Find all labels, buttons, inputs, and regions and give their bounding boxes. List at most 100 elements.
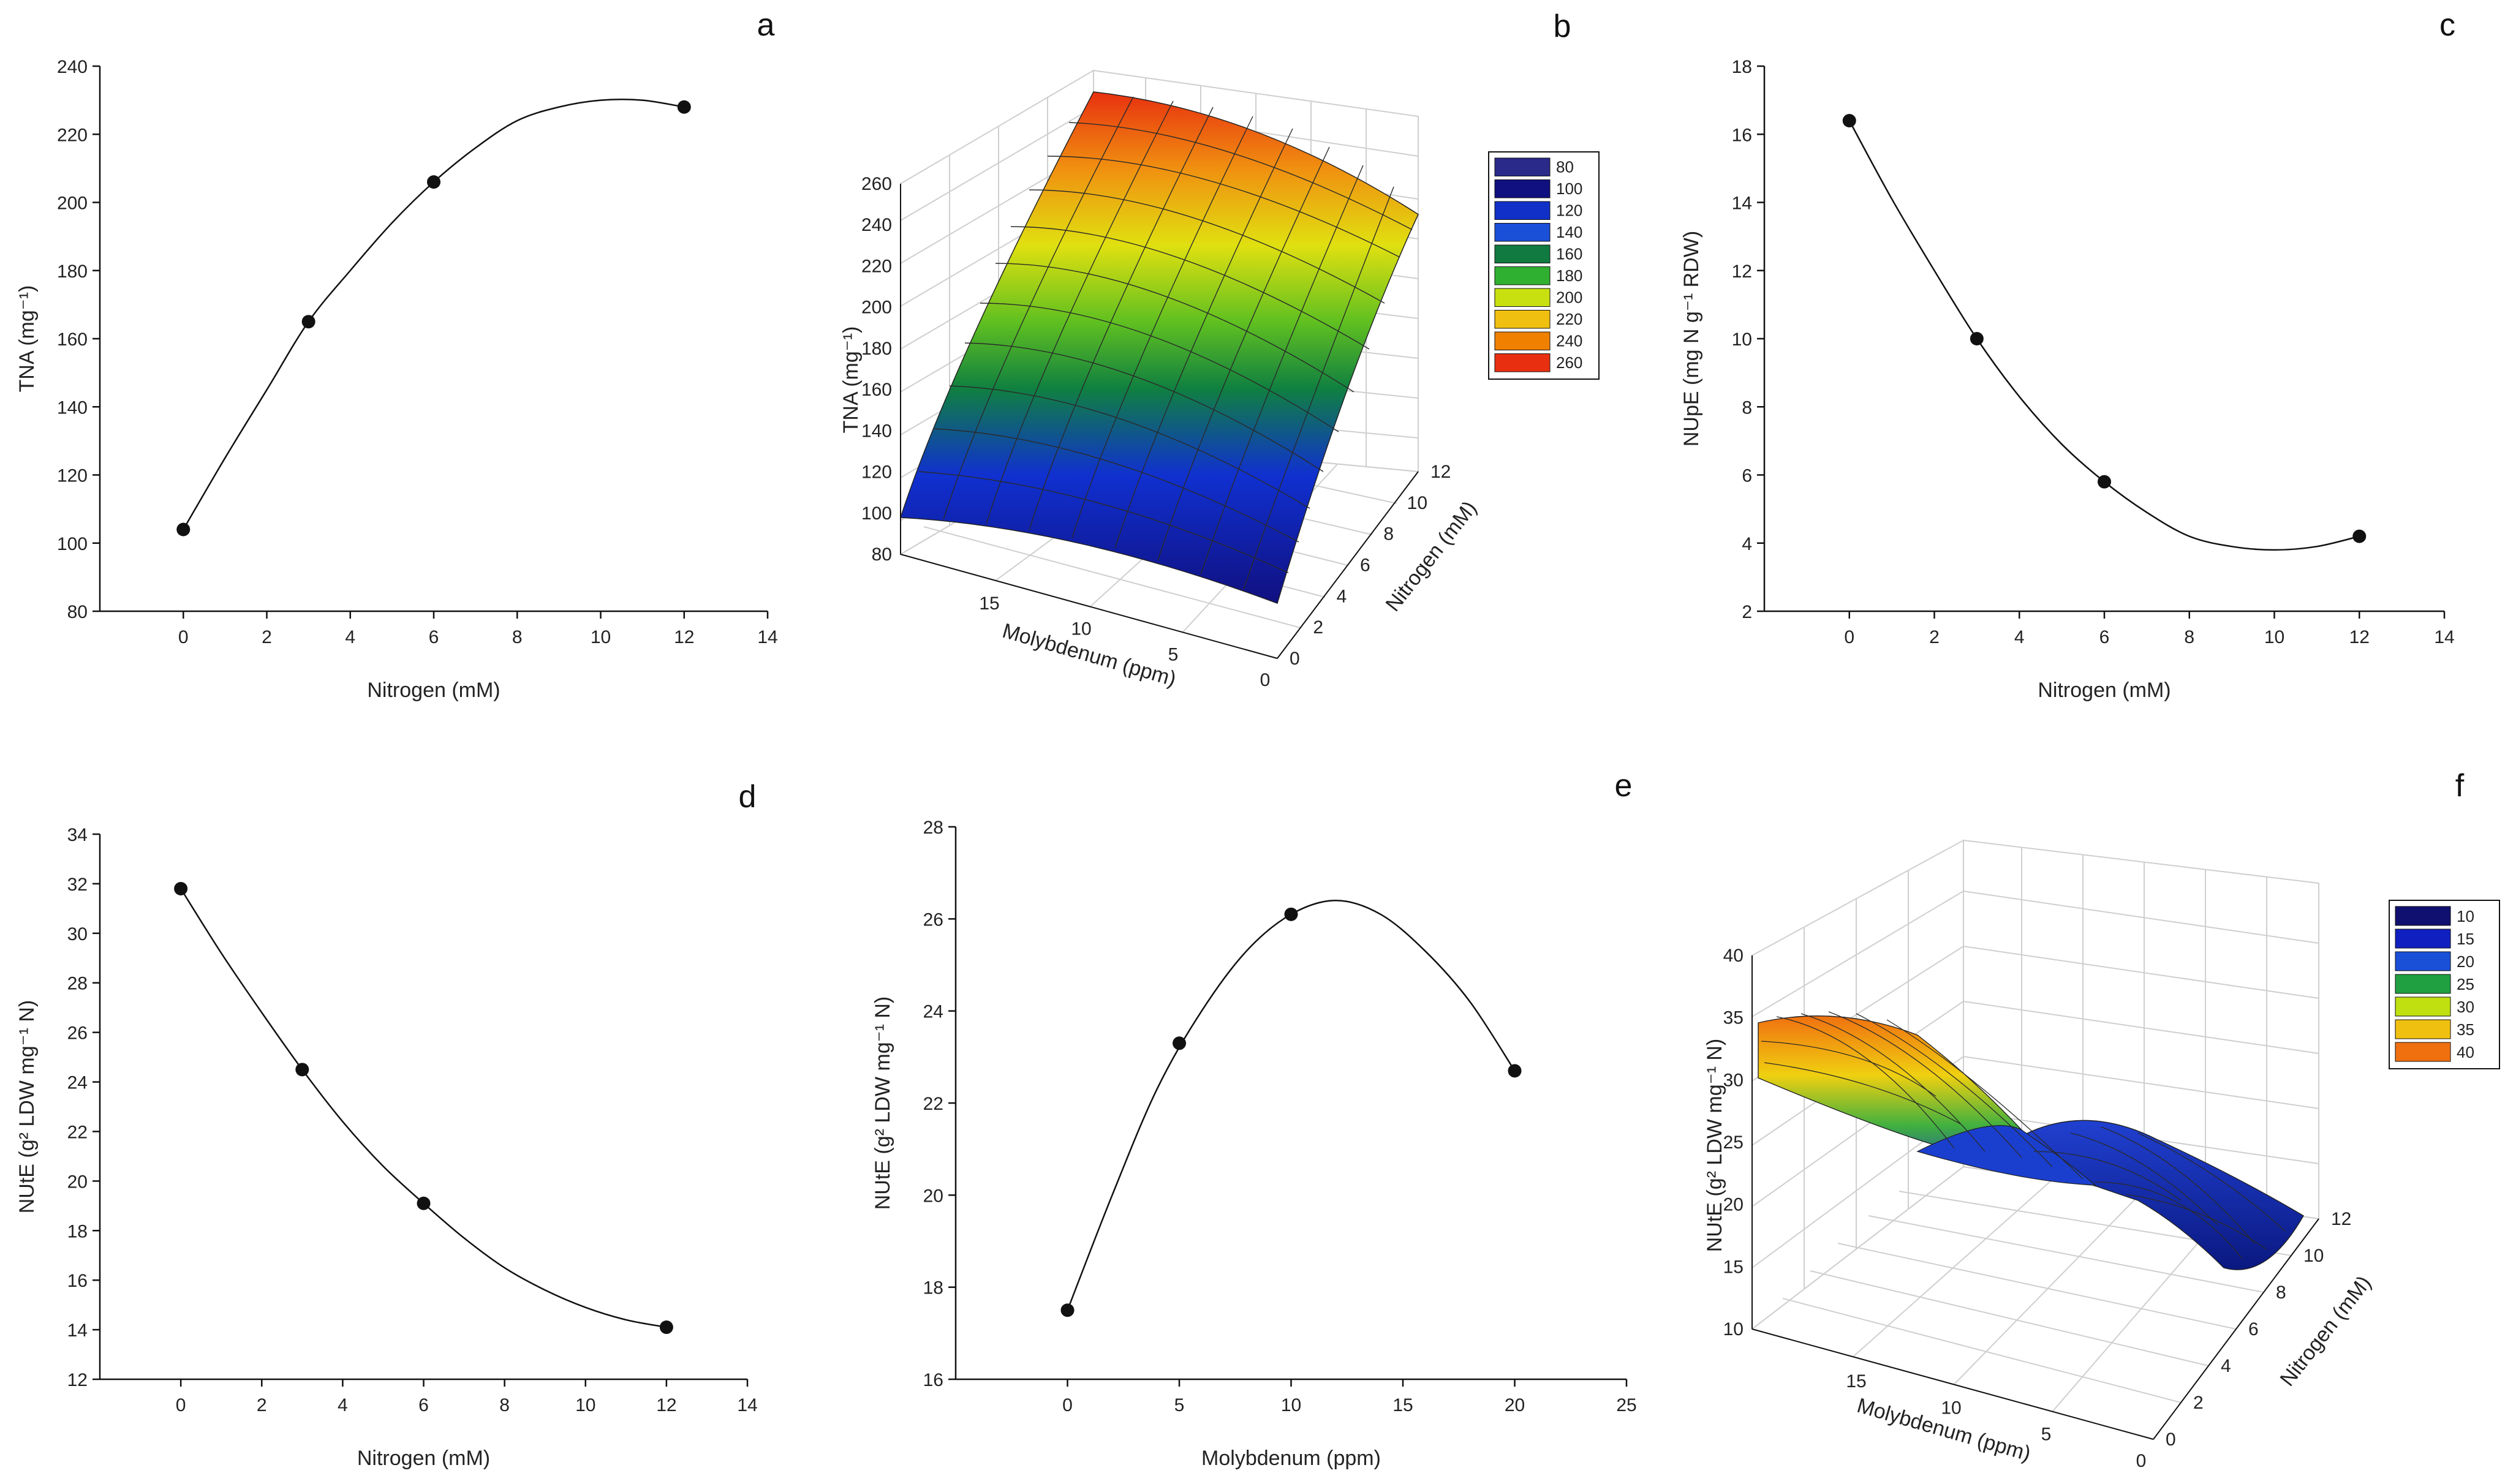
- data-point: [1284, 907, 1298, 921]
- x-axis-label: Nitrogen (mM): [367, 679, 500, 702]
- y-tick-label: 160: [57, 330, 88, 350]
- y-tick-label: 10: [1732, 330, 1752, 350]
- y-tick-label: 16: [67, 1271, 88, 1291]
- x-tick-label: 2: [257, 1395, 267, 1415]
- y-tick-label: 14: [1732, 194, 1752, 214]
- legend-label: 15: [2457, 930, 2474, 948]
- surface-back: [1996, 1120, 2304, 1270]
- panel-letter: e: [1615, 768, 1633, 804]
- y-tick-label: 8: [2276, 1282, 2286, 1303]
- x-tick-label: 4: [2014, 627, 2025, 647]
- surface-mid: [1916, 1125, 2096, 1186]
- legend-swatch: [2395, 951, 2451, 971]
- legend-swatch: [1494, 157, 1551, 176]
- data-point: [2098, 475, 2111, 489]
- y-tick-label: 2: [1742, 602, 1752, 622]
- y-tick-label: 32: [67, 875, 88, 895]
- data-point: [417, 1196, 431, 1210]
- panel-letter: b: [1554, 9, 1571, 44]
- x-tick-label: 14: [2434, 627, 2454, 647]
- x-tick-label: 6: [418, 1395, 429, 1415]
- legend-swatch: [1494, 353, 1551, 372]
- legend-label: 80: [1556, 158, 1574, 176]
- x-tick-label: 12: [674, 627, 694, 647]
- x-tick-label: 12: [656, 1395, 676, 1415]
- y-tick-label: 26: [923, 910, 943, 930]
- legend-swatch: [2395, 1042, 2451, 1062]
- z-tick-label: 260: [861, 174, 892, 194]
- legend-label: 40: [2457, 1043, 2474, 1061]
- z-tick-label: 220: [861, 256, 892, 276]
- x-axis-label: Nitrogen (mM): [2038, 679, 2171, 702]
- x-axis-label: Nitrogen (mM): [357, 1447, 490, 1470]
- y-tick-label: 180: [57, 262, 88, 282]
- data-point: [677, 100, 691, 114]
- x-tick-label: 4: [338, 1395, 348, 1415]
- legend-swatch: [1494, 201, 1551, 220]
- x-tick-label: 5: [1174, 1395, 1185, 1415]
- y-axis-label: NUtE (g² LDW mg⁻¹ N): [871, 996, 894, 1210]
- fit-curve: [183, 99, 684, 530]
- x-tick-label: 0: [178, 627, 189, 647]
- surface: [899, 91, 1419, 604]
- x-tick-label: 10: [575, 1395, 595, 1415]
- y-tick-label: 6: [2248, 1319, 2259, 1339]
- z-axis-label: NUtE (g² LDW mg⁻¹ N): [1703, 1039, 1726, 1252]
- z-tick-label: 140: [861, 421, 892, 441]
- y-tick-label: 10: [1407, 493, 1427, 513]
- z-tick-label: 35: [1723, 1008, 1744, 1028]
- x-tick-label: 20: [1505, 1395, 1525, 1415]
- y-tick-label: 80: [67, 602, 88, 622]
- panel-letter: d: [739, 779, 757, 815]
- x-tick-label: 8: [499, 1395, 510, 1415]
- legend-label: 20: [2457, 952, 2474, 971]
- data-point: [659, 1320, 673, 1335]
- x-tick-label: 8: [512, 627, 523, 647]
- y-tick-label: 28: [67, 974, 88, 994]
- y-tick-label: 140: [57, 397, 88, 418]
- z-tick-label: 240: [861, 215, 892, 235]
- legend-label: 120: [1556, 202, 1582, 220]
- data-point: [176, 522, 191, 537]
- y-axis-label: NUpE (mg N g⁻¹ RDW): [1680, 231, 1703, 446]
- z-tick-label: 180: [861, 339, 892, 359]
- y-tick-label: 220: [57, 125, 88, 145]
- z-tick-label: 80: [872, 544, 892, 565]
- x-tick-label: 10: [1941, 1398, 1961, 1418]
- x-tick-label: 10: [591, 627, 611, 647]
- legend-label: 180: [1556, 266, 1582, 285]
- y-tick-label: 12: [1430, 462, 1451, 482]
- z-tick-label: 25: [1723, 1132, 1744, 1153]
- x-tick-label: 10: [2264, 627, 2284, 647]
- data-point: [2352, 529, 2367, 543]
- y-tick-label: 200: [57, 194, 88, 214]
- legend-label: 30: [2457, 998, 2474, 1016]
- x-tick-labels: 15 10 5 0: [979, 593, 1270, 690]
- y-tick-label: 16: [1732, 125, 1752, 145]
- legend-swatch: [2395, 928, 2451, 949]
- legend-swatch: [1494, 266, 1551, 285]
- surface-mesh: [918, 96, 1413, 590]
- z-tick-label: 100: [861, 503, 892, 524]
- y-tick-label: 18: [923, 1278, 943, 1298]
- x-tick-label: 0: [1062, 1395, 1073, 1415]
- y-tick-label: 24: [67, 1073, 88, 1093]
- y-tick-label: 12: [1732, 262, 1752, 282]
- y-tick-label: 240: [57, 57, 88, 77]
- y-tick-label: 0: [1290, 649, 1300, 669]
- y-tick-label: 2: [1313, 617, 1323, 638]
- y-tick-label: 12: [2331, 1209, 2351, 1229]
- legend-swatch: [1494, 223, 1551, 242]
- legend-swatch: [2395, 974, 2451, 994]
- panel-letter: c: [2439, 7, 2455, 43]
- y-tick-label: 18: [67, 1221, 88, 1241]
- x-tick-label: 5: [2041, 1425, 2052, 1445]
- y-axis-label: NUtE (g² LDW mg⁻¹ N): [15, 1000, 39, 1214]
- y-tick-label: 16: [923, 1370, 943, 1390]
- x-tick-label: 5: [1168, 644, 1179, 665]
- x-axis-label: Molybdenum (ppm): [1201, 1447, 1381, 1470]
- axis-lines: [1751, 955, 2319, 1440]
- x-tick-label: 0: [2136, 1451, 2147, 1471]
